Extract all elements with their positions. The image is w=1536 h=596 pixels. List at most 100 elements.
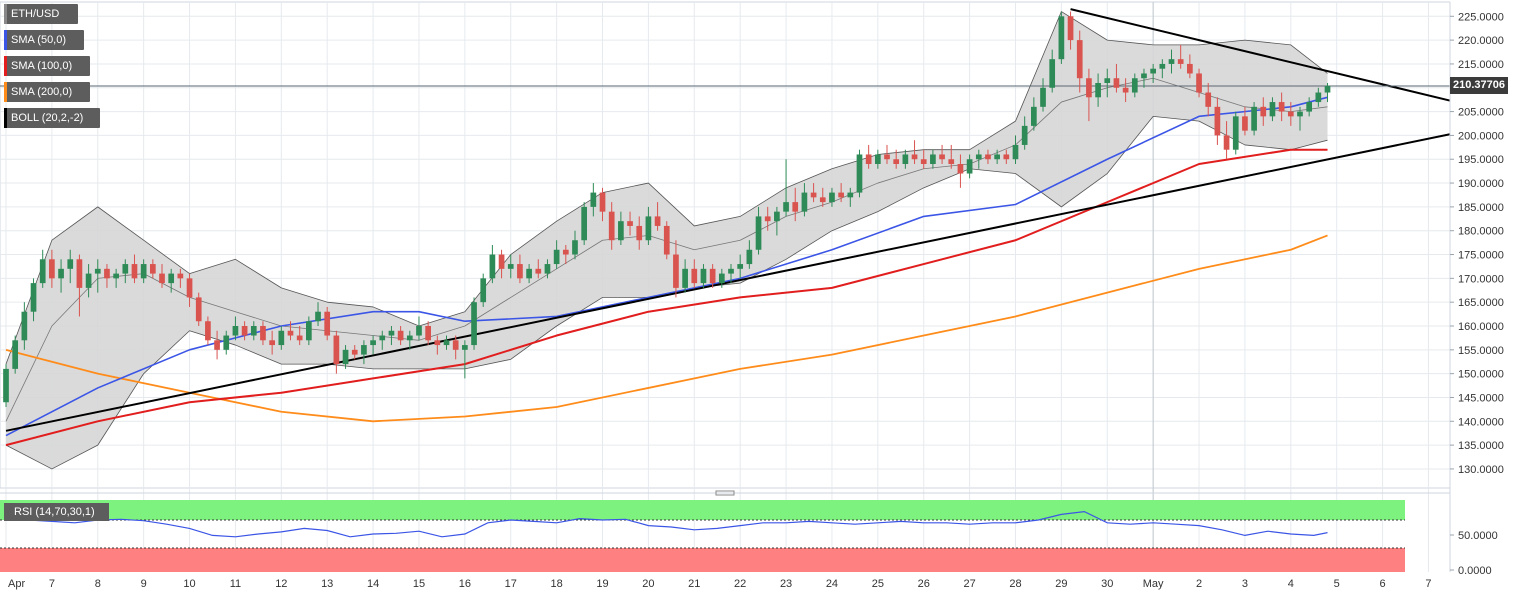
candle-body xyxy=(819,197,826,203)
candle-body xyxy=(627,221,633,226)
candle-body xyxy=(893,159,900,164)
time-tick-label: 26 xyxy=(918,578,930,590)
candle-body xyxy=(1095,83,1101,98)
sma50-line xyxy=(5,96,1328,437)
candle-body xyxy=(489,254,496,279)
time-tick-label: 15 xyxy=(413,578,425,590)
candle-body xyxy=(1297,111,1303,117)
time-tick-label: 3 xyxy=(1242,578,1248,590)
candle-body xyxy=(829,192,835,203)
price-tick-label: 205.0000 xyxy=(1458,107,1504,119)
sma200-line xyxy=(5,234,1328,423)
candle-body xyxy=(1113,78,1120,88)
candle-body xyxy=(801,192,808,212)
candle-body xyxy=(636,225,643,241)
candle-body xyxy=(966,159,973,174)
price-tick-label: 215.0000 xyxy=(1458,59,1504,71)
candle-body xyxy=(507,264,514,269)
time-tick-label: 25 xyxy=(872,578,884,590)
candle-body xyxy=(149,264,156,274)
price-tick-label: 140.0000 xyxy=(1458,416,1504,428)
candle-body xyxy=(774,211,780,222)
bollinger-upper xyxy=(5,11,1328,365)
legend-boll-label: BOLL (20,2,-2) xyxy=(11,112,84,124)
candle-body xyxy=(544,264,551,274)
candle-body xyxy=(1177,59,1184,64)
candle-body xyxy=(443,340,450,346)
candle-body xyxy=(526,268,532,279)
candle-body xyxy=(1049,59,1056,88)
candle-body xyxy=(1251,106,1257,131)
legend-sma50[interactable]: SMA (50,0) xyxy=(4,30,84,50)
candlesticks xyxy=(3,11,1331,407)
candle-body xyxy=(168,273,175,284)
price-axis: 130.0000 135.0000 140.0000 145.0000 150.0000… xyxy=(1449,0,1536,596)
time-tick-label: 16 xyxy=(459,578,471,590)
candle-body xyxy=(1306,102,1313,112)
time-tick-label: 23 xyxy=(780,578,792,590)
price-tick-label: 165.0000 xyxy=(1458,297,1504,309)
candle-body xyxy=(1315,92,1322,103)
candle-body xyxy=(948,159,955,164)
candle-body xyxy=(76,259,83,288)
current-price-badge: 210.37706 xyxy=(1450,77,1508,94)
candle-body xyxy=(581,206,588,241)
time-tick-label: 2 xyxy=(1196,578,1202,590)
time-tick-label: 17 xyxy=(505,578,517,590)
candle-body xyxy=(553,249,560,265)
candle-body xyxy=(1324,85,1331,93)
candle-body xyxy=(1031,106,1037,126)
legend-symbol[interactable]: ETH/USD xyxy=(4,4,78,24)
candle-body xyxy=(131,264,138,279)
candle-body xyxy=(223,335,230,350)
candle-body xyxy=(333,335,340,365)
time-tick-label: 12 xyxy=(275,578,287,590)
candle-body xyxy=(709,268,716,284)
legend-swatch-sma100 xyxy=(4,56,7,76)
time-tick-label: 5 xyxy=(1334,578,1340,590)
candle-body xyxy=(39,259,46,284)
candle-body xyxy=(232,326,239,336)
time-tick-label: 9 xyxy=(141,578,147,590)
time-tick-label: 19 xyxy=(596,578,608,590)
candle-body xyxy=(838,192,844,198)
rsi-legend[interactable]: RSI (14,70,30,1) xyxy=(4,503,109,521)
legend-swatch-sma200 xyxy=(4,82,7,102)
candle-body xyxy=(728,268,734,274)
candle-body xyxy=(406,335,413,341)
candle-body xyxy=(195,297,202,322)
candle-body xyxy=(810,192,817,198)
candle-body xyxy=(920,159,927,164)
candle-body xyxy=(425,326,431,341)
candle-body xyxy=(1278,102,1285,112)
candle-body xyxy=(884,154,890,160)
candle-body xyxy=(975,154,982,160)
candle-body xyxy=(361,345,367,355)
price-axis-bg xyxy=(1450,0,1536,596)
candle-body xyxy=(177,273,184,279)
legend-swatch-boll xyxy=(4,108,7,128)
legend-boll[interactable]: BOLL (20,2,-2) xyxy=(4,108,100,128)
candle-body xyxy=(792,202,799,212)
candle-body xyxy=(746,249,753,265)
legend-sma200[interactable]: SMA (200,0) xyxy=(4,82,90,102)
time-tick-label: 30 xyxy=(1101,578,1113,590)
candle-body xyxy=(379,335,386,341)
price-tick-label: 195.0000 xyxy=(1458,154,1504,166)
candle-body xyxy=(608,211,615,241)
price-tick-label: 190.0000 xyxy=(1458,178,1504,190)
candle-body xyxy=(140,264,147,279)
candle-body xyxy=(1150,68,1156,74)
candle-body xyxy=(122,264,129,274)
chart-legend: ETH/USD SMA (50,0) SMA (100,0) SMA (200,… xyxy=(4,4,100,134)
trendline-2 xyxy=(1070,8,1457,104)
candle-body xyxy=(12,340,19,369)
candle-body xyxy=(250,326,257,336)
legend-sma100-label: SMA (100,0) xyxy=(11,60,73,72)
time-tick-label: May xyxy=(1143,578,1164,590)
legend-sma100[interactable]: SMA (100,0) xyxy=(4,56,90,76)
candle-body xyxy=(214,340,220,350)
candle-body xyxy=(517,264,523,279)
time-tick-label: 7 xyxy=(1425,578,1431,590)
